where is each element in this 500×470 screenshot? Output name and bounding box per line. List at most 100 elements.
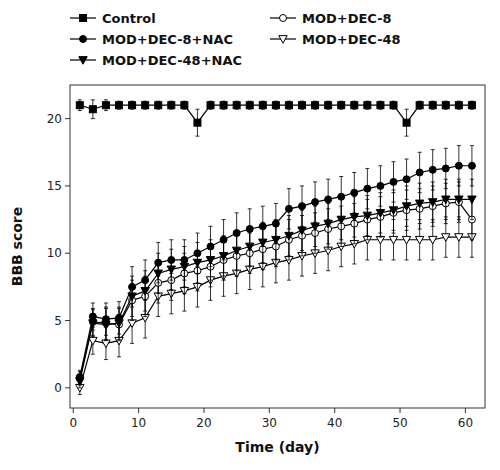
- point: [351, 102, 358, 109]
- x-tick-label: 50: [392, 416, 407, 430]
- point: [181, 102, 188, 109]
- point: [259, 102, 266, 109]
- point: [168, 102, 175, 109]
- point: [377, 182, 384, 189]
- point: [455, 196, 463, 204]
- point: [455, 234, 463, 242]
- point: [194, 119, 201, 126]
- y-tick-label: 20: [47, 112, 62, 126]
- point: [116, 102, 123, 109]
- x-tick-label: 40: [327, 416, 342, 430]
- point: [102, 340, 110, 348]
- x-tick-label: 10: [131, 416, 146, 430]
- point: [468, 196, 476, 204]
- point: [207, 243, 214, 250]
- plot-data: [76, 100, 477, 395]
- y-tick: [65, 387, 70, 388]
- point: [403, 176, 410, 183]
- point: [168, 256, 175, 263]
- point: [402, 203, 410, 211]
- legend-marker: [80, 36, 87, 43]
- point: [259, 223, 266, 230]
- point: [312, 102, 319, 109]
- y-tick: [65, 118, 70, 119]
- point: [442, 234, 450, 242]
- point: [363, 212, 371, 220]
- point: [142, 277, 149, 284]
- point: [220, 236, 227, 243]
- legend-label: MOD+DEC-8: [302, 11, 392, 26]
- point: [429, 166, 436, 173]
- point: [116, 314, 123, 321]
- point: [181, 256, 188, 263]
- point: [351, 189, 358, 196]
- point: [390, 102, 397, 109]
- point: [129, 102, 136, 109]
- point: [468, 102, 475, 109]
- point: [389, 207, 397, 215]
- point: [89, 106, 96, 113]
- point: [129, 283, 136, 290]
- point: [324, 220, 332, 228]
- y-tick-label: 15: [47, 179, 62, 193]
- point: [468, 162, 475, 169]
- point: [194, 250, 201, 257]
- point: [325, 196, 332, 203]
- legend-marker: [80, 15, 87, 22]
- point: [364, 185, 371, 192]
- point: [415, 200, 423, 208]
- point: [403, 119, 410, 126]
- x-tick: [334, 408, 335, 413]
- y-tick: [65, 320, 70, 321]
- y-tick: [65, 185, 70, 186]
- point: [429, 102, 436, 109]
- legend-label: MOD+DEC-48+NAC: [102, 53, 242, 68]
- point: [89, 313, 96, 320]
- x-tick: [269, 408, 270, 413]
- point: [272, 220, 279, 227]
- point: [102, 102, 109, 109]
- point: [429, 199, 437, 207]
- point: [377, 102, 384, 109]
- x-tick: [400, 408, 401, 413]
- legend-label: MOD+DEC-48: [302, 32, 401, 47]
- point: [246, 102, 253, 109]
- point: [312, 199, 319, 206]
- y-tick-label: 5: [54, 314, 62, 328]
- series-line: [80, 202, 472, 378]
- legend-marker: [280, 15, 287, 22]
- point: [298, 227, 306, 235]
- point: [350, 214, 358, 222]
- point: [338, 193, 345, 200]
- y-tick-label: 0: [54, 381, 62, 395]
- series-line: [80, 166, 472, 377]
- point: [76, 102, 83, 109]
- x-tick-label: 20: [196, 416, 211, 430]
- point: [338, 102, 345, 109]
- point: [285, 232, 293, 240]
- point: [390, 178, 397, 185]
- point: [429, 236, 437, 244]
- series: [76, 100, 475, 136]
- point: [337, 216, 345, 224]
- point: [455, 162, 462, 169]
- x-tick: [465, 408, 466, 413]
- legend: ControlMOD+DEC-8+NACMOD+DEC-48+NACMOD+DE…: [70, 11, 401, 68]
- point: [155, 102, 162, 109]
- point: [285, 102, 292, 109]
- series: [76, 146, 475, 384]
- point: [76, 374, 83, 381]
- point: [220, 102, 227, 109]
- x-tick-label: 0: [69, 416, 77, 430]
- point: [376, 209, 384, 217]
- legend-marker: [79, 57, 87, 65]
- chart: 010203040506005101520Time (day)BBB score…: [0, 0, 500, 470]
- point: [233, 230, 240, 237]
- legend-marker: [279, 36, 287, 44]
- point: [207, 102, 214, 109]
- point: [325, 102, 332, 109]
- point: [142, 102, 149, 109]
- y-tick-label: 10: [47, 246, 62, 260]
- x-tick-label: 30: [262, 416, 277, 430]
- legend-label: MOD+DEC-8+NAC: [102, 32, 233, 47]
